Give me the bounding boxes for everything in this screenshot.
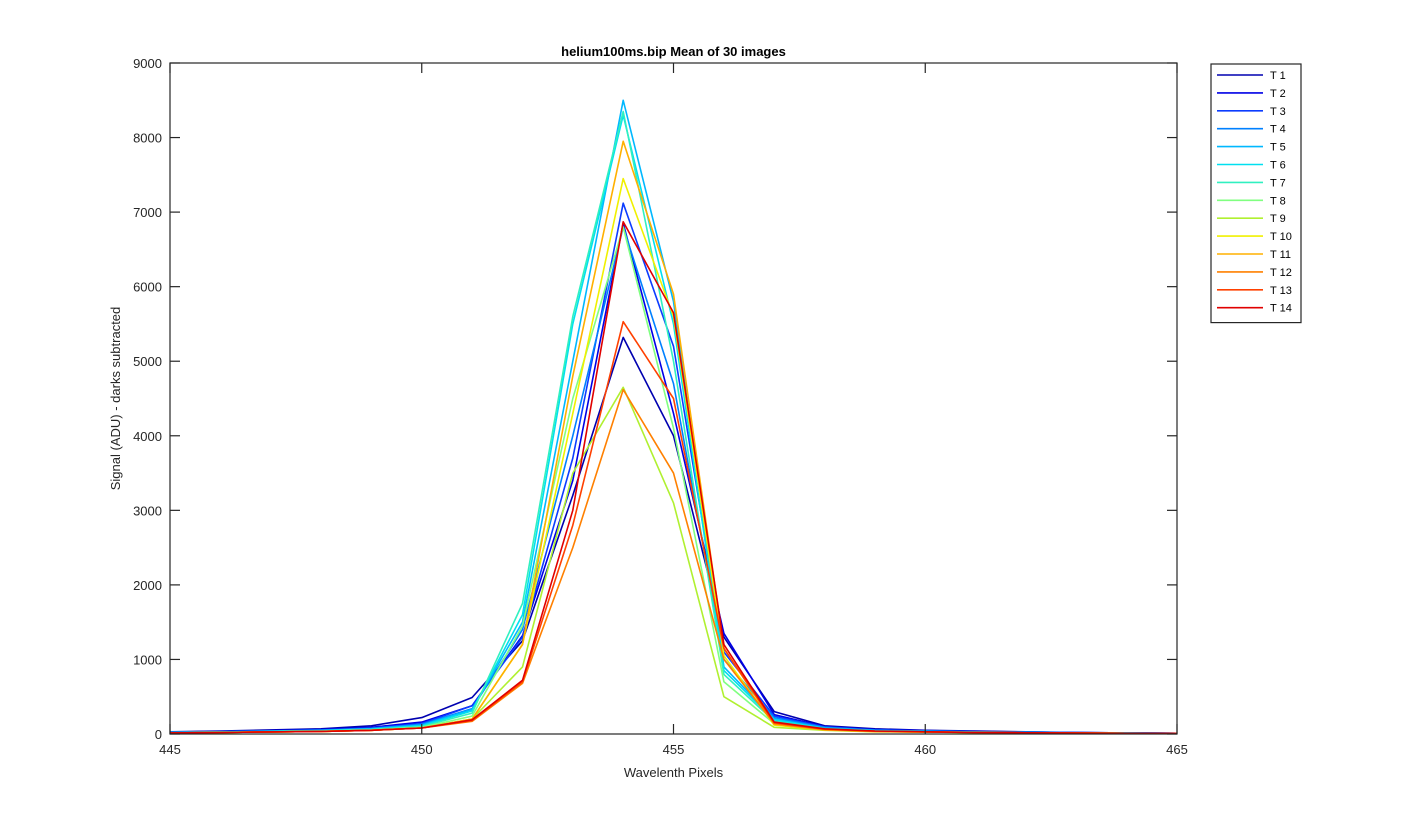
- y-tick-label: 6000: [133, 280, 162, 295]
- legend-box: [1210, 63, 1302, 324]
- y-tick-label: 5000: [133, 354, 162, 369]
- legend-entry-label: T 13: [1270, 285, 1292, 297]
- legend-entry-label: T 5: [1270, 142, 1286, 154]
- y-tick-label: 4000: [133, 429, 162, 444]
- x-tick-label: 450: [411, 742, 433, 757]
- x-tick-label: 445: [159, 742, 181, 757]
- y-tick-label: 8000: [133, 131, 162, 146]
- y-tick-label: 9000: [133, 56, 162, 71]
- x-axis-label: Wavelenth Pixels: [624, 765, 724, 780]
- legend-entry-label: T 2: [1270, 88, 1286, 100]
- legend-entry-label: T 4: [1270, 124, 1286, 136]
- y-axis-label: Signal (ADU) - darks subtracted: [108, 307, 123, 491]
- legend-entry-label: T 14: [1270, 303, 1292, 315]
- series-line-14: [169, 221, 1178, 735]
- legend-entry-label: T 1: [1270, 70, 1286, 82]
- y-tick-label: 3000: [133, 503, 162, 518]
- y-tick-label: 7000: [133, 205, 162, 220]
- y-tick-label: 0: [155, 727, 162, 742]
- legend-entry-label: T 8: [1270, 195, 1286, 207]
- legend-entry-label: T 11: [1270, 249, 1291, 261]
- legend-entry-label: T 3: [1270, 106, 1286, 118]
- y-tick-label: 2000: [133, 578, 162, 593]
- legend-entry-label: T 6: [1270, 160, 1286, 172]
- legend: T 1 T 2 T 3 T 4 T 5 T 6 T 7 T 8 T 9 T 10 T 11 T 12 T…: [1210, 63, 1302, 324]
- x-tick-label: 455: [663, 742, 685, 757]
- chart-title: helium100ms.bip Mean of 30 images: [561, 44, 786, 59]
- legend-entry-label: T 12: [1270, 267, 1292, 279]
- legend-entry-label: T 7: [1270, 177, 1286, 189]
- plot-area: 445 450 455 460 465 0 1000 2000 3000 4000 5000 6000…: [133, 56, 1188, 757]
- x-tick-label: 460: [914, 742, 936, 757]
- x-tick-label: 465: [1166, 742, 1188, 757]
- legend-entry-label: T 10: [1270, 231, 1292, 243]
- legend-entry-label: T 9: [1270, 213, 1286, 225]
- y-tick-label: 1000: [133, 652, 162, 667]
